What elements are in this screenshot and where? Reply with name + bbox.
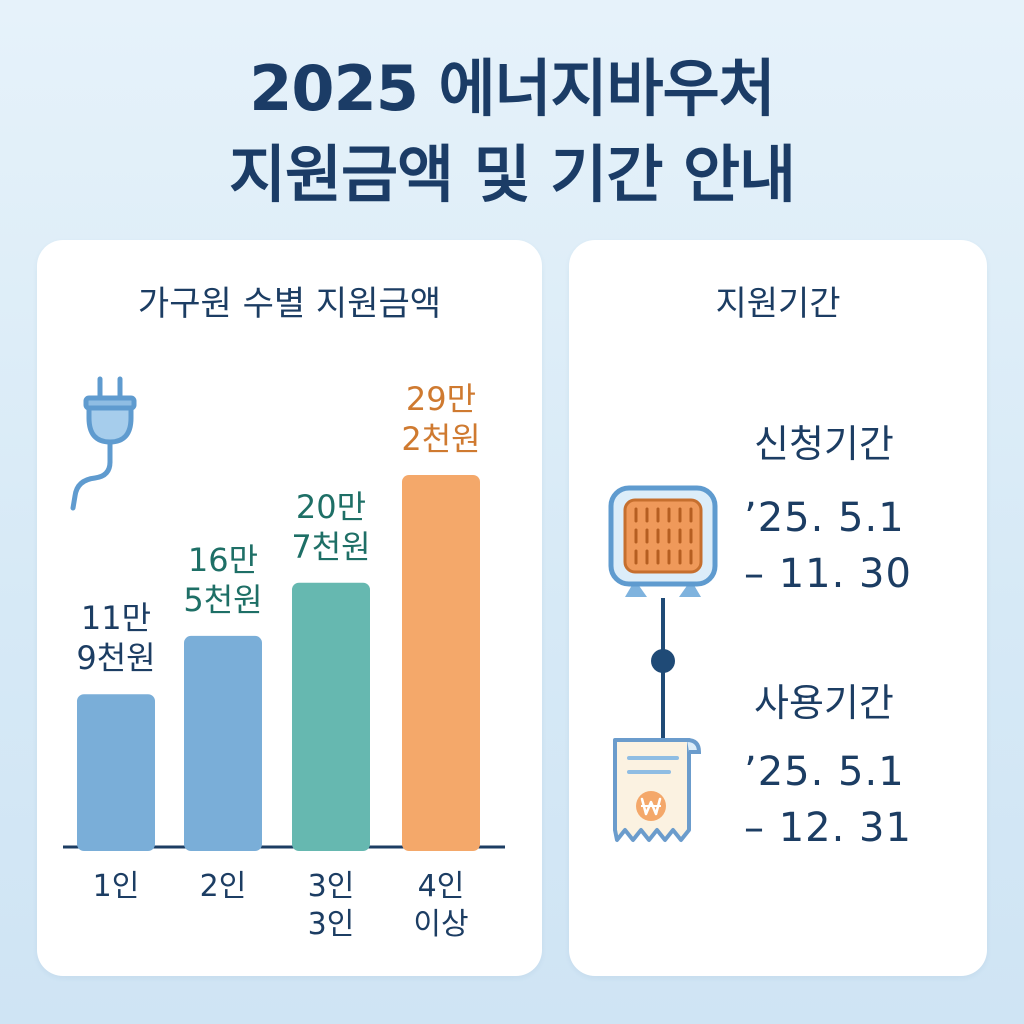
period-timeline (608, 485, 718, 842)
support-period-card: 지원기간 신청기간 ’25. 5.1 – 11. 30 사용기간 (569, 240, 987, 976)
support-period-title: 지원기간 (715, 284, 841, 324)
data-label-1: 11만 9천원 (76, 599, 156, 678)
application-period-end: – 11. 30 (744, 551, 912, 597)
usage-period-start: ’25. 5.1 (744, 749, 905, 795)
data-label-2: 16만 5천원 (183, 540, 263, 619)
bar-4 (402, 475, 480, 851)
support-amount-title: 가구원 수별 지원금액 (137, 284, 442, 324)
heater-icon (608, 485, 718, 597)
receipt-icon (613, 738, 702, 842)
page-title-line2: 지원금액 및 기간 안내 (228, 138, 796, 211)
bar-2 (184, 635, 262, 851)
support-amount-chart (63, 376, 505, 851)
plug-icon (70, 376, 137, 511)
usage-period-label: 사용기간 (754, 681, 894, 725)
application-period-start: ’25. 5.1 (744, 495, 905, 541)
support-amount-card: 가구원 수별 지원금액 11만 9천원 16만 5천원 20만 7천원 29만 2천원 … (37, 240, 542, 976)
tick-label-1: 1인 (92, 869, 140, 904)
bar-1 (77, 694, 155, 851)
data-label-4: 29만 2천원 (401, 380, 481, 458)
tick-label-3: 3인 3인 (307, 869, 355, 942)
timeline-dot (651, 649, 675, 673)
tick-label-2: 2인 (199, 869, 247, 904)
tick-label-4: 4인 이상 (413, 869, 469, 942)
data-label-3: 20만 7천원 (291, 487, 371, 566)
application-period-label: 신청기간 (754, 422, 894, 466)
bar-3 (292, 582, 370, 851)
usage-period-end: – 12. 31 (744, 805, 912, 851)
page-title-line1: 2025 에너지바우처 (249, 52, 775, 125)
